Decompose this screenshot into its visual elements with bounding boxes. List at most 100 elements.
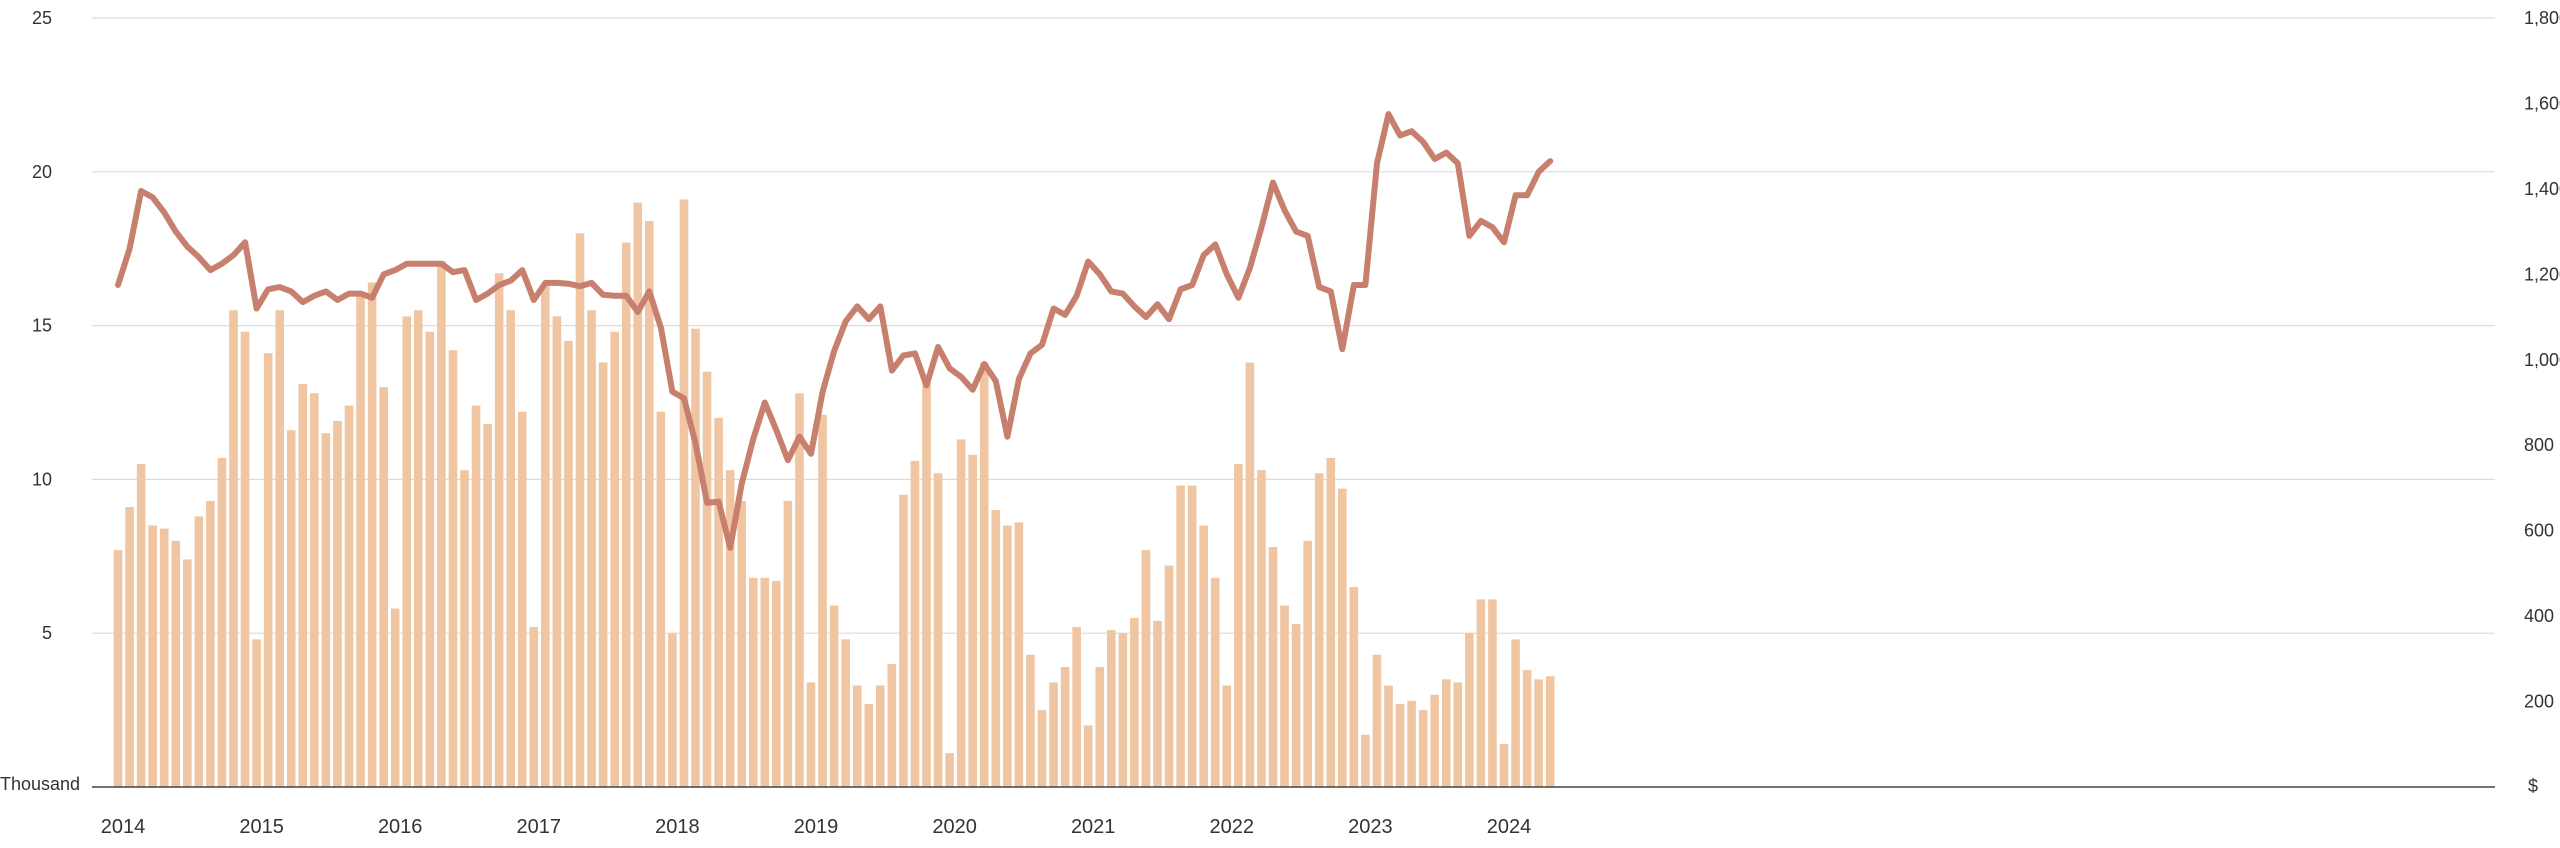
bar-9 [217,457,227,787]
bar-46 [645,221,654,788]
bar-12 [252,639,261,787]
bar-44 [621,242,631,788]
bar-88 [1130,617,1139,787]
bar-55 [748,577,758,787]
x-tick-label-10: 2024 [1487,816,1532,838]
bar-114 [1430,694,1439,787]
right-tick-label-1: 400 [2524,606,2554,626]
bar-58 [783,500,793,787]
left-axis-unit-label: Thousand [0,774,80,794]
bar-61 [818,414,827,787]
bar-31 [471,405,481,787]
bar-4 [159,528,169,787]
bar-92 [1176,485,1185,787]
bar-89 [1141,550,1151,787]
bar-36 [529,627,539,787]
right-tick-label-6: 1,400 [2524,179,2560,199]
x-tick-label-9: 2023 [1348,816,1393,838]
bar-24 [390,608,400,787]
bar-104 [1314,473,1324,787]
bar-52 [714,417,723,787]
right-tick-label-3: 800 [2524,435,2554,455]
bar-26 [414,310,423,787]
bar-60 [806,682,816,787]
bar-40 [575,233,585,787]
bar-106 [1338,488,1347,787]
bar-53 [725,470,735,787]
bar-98 [1245,362,1255,787]
bar-27 [425,331,435,787]
left-tick-label-3: 20 [32,162,52,182]
bar-5 [171,540,181,787]
bar-16 [298,384,308,787]
bar-64 [852,685,862,787]
left-tick-label-0: 5 [42,623,52,643]
bar-116 [1453,682,1463,787]
bar-74 [968,454,977,787]
bar-91 [1164,565,1174,787]
bar-25 [402,316,412,787]
bar-68 [899,494,908,787]
bar-78 [1014,522,1024,787]
bar-97 [1234,464,1243,787]
grid-layer [92,17,2495,634]
bar-49 [679,199,689,787]
bar-59 [795,393,804,787]
bar-11 [240,331,250,787]
bar-81 [1049,682,1058,787]
bar-115 [1441,679,1451,787]
bar-1 [125,507,134,787]
right-tick-label-0: 200 [2524,692,2554,712]
bar-84 [1083,725,1093,787]
bar-83 [1072,627,1081,787]
bar-41 [587,310,596,787]
bar-19 [333,420,342,787]
axis-layer: Thousand $ [0,774,2538,796]
bar-66 [876,685,885,787]
bar-38 [552,316,562,787]
bar-80 [1037,710,1047,787]
bar-7 [194,516,204,787]
bar-30 [460,470,469,787]
bar-33 [494,273,504,788]
bar-112 [1407,700,1416,787]
bar-8 [206,500,215,787]
bar-71 [933,473,943,787]
bar-99 [1257,470,1266,787]
bar-123 [1534,679,1543,787]
bar-93 [1187,485,1197,787]
bar-73 [956,439,966,787]
bar-34 [506,310,515,787]
left-tick-label-2: 15 [32,316,52,336]
x-tick-label-3: 2017 [517,816,562,838]
bar-42 [598,362,608,787]
bar-94 [1199,525,1208,787]
x-tick-label-0: 2014 [101,816,146,838]
bar-51 [702,371,712,787]
bar-67 [887,663,897,787]
bar-6 [183,559,192,787]
bar-101 [1280,605,1289,787]
line-layer [115,111,1554,551]
bars-layer [113,199,1555,788]
bar-22 [367,282,377,787]
bar-96 [1222,685,1232,787]
right-tick-label-4: 1,000 [2524,350,2560,370]
bar-39 [564,340,573,787]
x-tick-label-1: 2015 [239,816,284,838]
bar-82 [1060,667,1070,787]
bar-10 [229,310,238,787]
right-axis-unit-label: $ [2528,776,2538,796]
bar-45 [633,202,643,787]
bar-14 [275,310,284,787]
bar-95 [1210,577,1220,787]
bar-124 [1545,676,1555,787]
price-line [115,111,1554,551]
bar-0 [113,550,123,787]
bar-102 [1291,623,1301,787]
labels-layer: 5 10 15 20 25 200 400 600 800 1,000 1,200 1,400 1,60… [32,8,2560,838]
bar-18 [321,433,331,787]
bar-13 [263,353,273,787]
bar-105 [1326,457,1336,787]
